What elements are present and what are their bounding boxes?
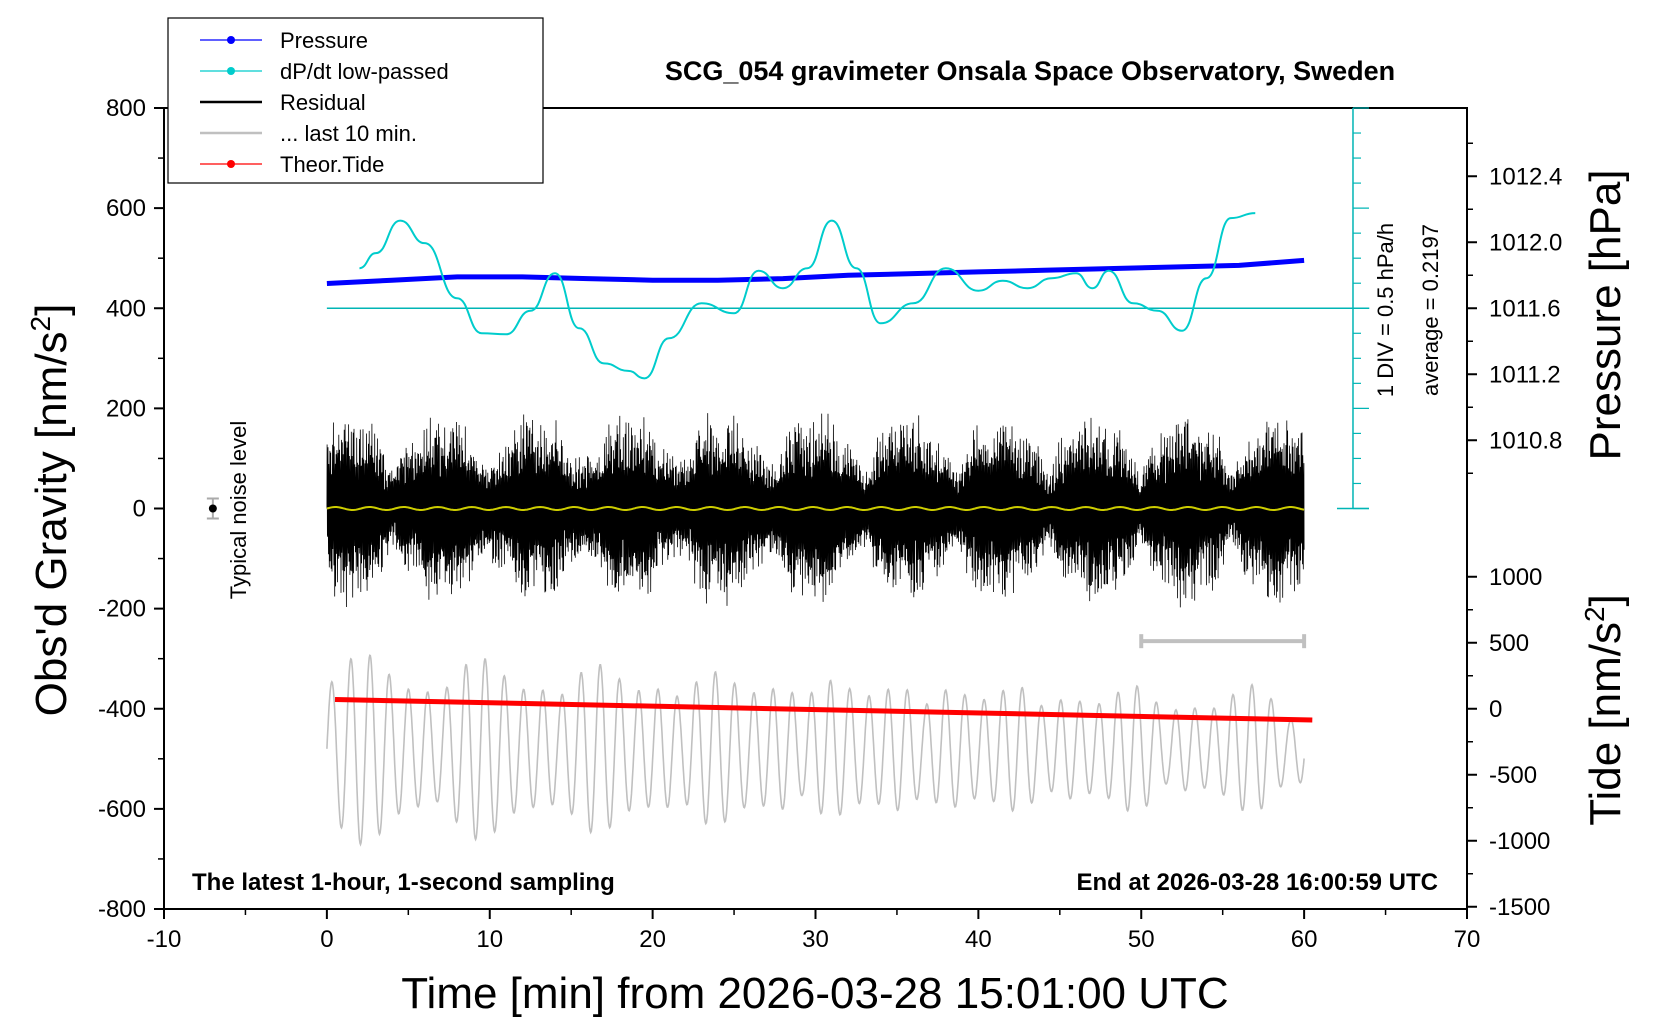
x-axis: -10 0 10 20 30 40 50 60 70 — [147, 909, 1481, 953]
x-tick-label: 10 — [476, 926, 503, 953]
legend-label: Pressure — [280, 28, 368, 53]
tide-tick-label: 1000 — [1489, 564, 1542, 591]
x-tick-label: 30 — [802, 926, 829, 953]
y-tick-label: 0 — [133, 496, 146, 523]
y-tick-label: 600 — [106, 195, 146, 222]
series-last-10-min — [326, 654, 1305, 847]
series-dpdt — [359, 212, 1256, 380]
y-tick-label: 800 — [106, 95, 146, 122]
legend-label: ... last 10 min. — [280, 121, 417, 146]
y-tick-label: -600 — [98, 796, 146, 823]
tide-title-end: ] — [1581, 594, 1630, 606]
x-axis-title: Time [min] from 2026-03-28 15:01:00 UTC — [401, 969, 1228, 1018]
y-tick-label: -200 — [98, 596, 146, 623]
x-tick-label: 20 — [639, 926, 666, 953]
x-tick-label: 70 — [1454, 926, 1481, 953]
x-tick-label: 40 — [965, 926, 992, 953]
series-group — [206, 212, 1313, 847]
y-left-title-end: ] — [27, 304, 76, 316]
legend-label: dP/dt low-passed — [280, 59, 449, 84]
legend-marker — [227, 36, 235, 44]
noise-annotation: Typical noise level — [226, 421, 251, 600]
y-axis-left-title: Obs'd Gravity [nm/s2] — [25, 304, 76, 717]
y-tick-label: 200 — [106, 395, 146, 422]
end-annotation: End at 2026-03-28 16:00:59 UTC — [1077, 869, 1439, 896]
series-residual-smoothed — [326, 505, 1305, 512]
legend-label: Residual — [280, 90, 366, 115]
x-tick-label: 0 — [320, 926, 333, 953]
y-axis-pressure-title: Pressure [hPa] — [1581, 169, 1630, 460]
y-axis-tide-title: Tide [nm/s2] — [1579, 594, 1630, 826]
pressure-tick-label: 1011.2 — [1489, 361, 1561, 388]
x-tick-label: 60 — [1291, 926, 1318, 953]
chart-title: SCG_054 gravimeter Onsala Space Observat… — [665, 56, 1395, 86]
legend-box — [167, 17, 544, 184]
tide-title-sup: 2 — [1579, 606, 1610, 622]
x-tick-label: -10 — [147, 926, 182, 953]
y-tick-label: 400 — [106, 295, 146, 322]
y-left-title-main: Obs'd Gravity [nm/s — [27, 331, 76, 716]
latest-annotation: The latest 1-hour, 1-second sampling — [192, 869, 615, 896]
tide-tick-label: 500 — [1489, 630, 1529, 657]
y-tick-label: -400 — [98, 696, 146, 723]
legend: Pressure dP/dt low-passed Residual ... last… — [167, 17, 544, 184]
pressure-tick-label: 1012.4 — [1489, 163, 1562, 190]
x-tick-label: 50 — [1128, 926, 1155, 953]
y-tick-label: -800 — [98, 896, 146, 923]
dpdt-scale-bar — [326, 107, 1370, 510]
y-axis-tide: -1500 -1000 -500 0 500 1000 — [1467, 564, 1550, 921]
pressure-tick-label: 1012.0 — [1489, 229, 1562, 256]
series-residual — [326, 413, 1305, 608]
series-pressure — [326, 257, 1305, 286]
y-axis-pressure: 1010.8 1011.2 1011.6 1012.0 1012.4 — [1467, 142, 1562, 474]
legend-marker — [227, 160, 235, 168]
tide-tick-label: -1500 — [1489, 894, 1550, 921]
series-theor-tide — [334, 697, 1313, 723]
tide-title-main: Tide [nm/s — [1581, 622, 1630, 826]
tide-tick-label: 0 — [1489, 696, 1502, 723]
div-annotation: 1 DIV = 0.5 hPa/h — [1373, 223, 1398, 397]
pressure-tick-label: 1010.8 — [1489, 427, 1562, 454]
legend-marker — [227, 67, 235, 75]
tide-tick-label: -1000 — [1489, 828, 1550, 855]
average-annotation: average = 0.2197 — [1418, 224, 1443, 396]
tide-tick-label: -500 — [1489, 762, 1537, 789]
pressure-tick-label: 1011.6 — [1489, 295, 1561, 322]
y-axis-left: -800 -600 -400 -200 0 200 400 600 800 — [98, 95, 164, 923]
noise-point — [208, 504, 217, 513]
legend-label: Theor.Tide — [280, 152, 384, 177]
y-left-title-sup: 2 — [25, 316, 56, 332]
